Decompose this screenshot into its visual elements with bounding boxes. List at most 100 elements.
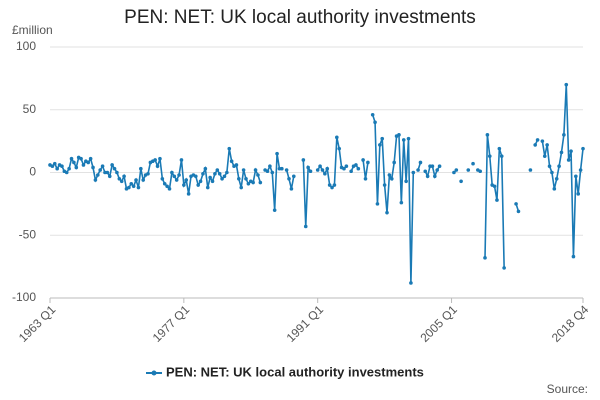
point: [356, 166, 361, 171]
point: [119, 179, 124, 184]
point: [239, 185, 244, 190]
legend-marker: [151, 370, 157, 376]
point: [389, 176, 394, 181]
x-tick-label: 2018 Q4: [549, 302, 592, 345]
y-axis-label: £million: [12, 23, 53, 37]
point: [430, 164, 435, 169]
point: [67, 166, 71, 171]
point: [201, 171, 205, 176]
point: [241, 168, 246, 172]
point: [366, 160, 370, 165]
point: [485, 133, 490, 137]
point: [50, 164, 55, 169]
point: [139, 166, 143, 171]
point: [533, 143, 537, 147]
point: [354, 163, 358, 167]
point: [576, 192, 581, 196]
point: [289, 187, 294, 191]
point: [397, 133, 401, 137]
point: [581, 146, 585, 151]
point: [72, 160, 76, 165]
point: [566, 158, 571, 162]
point: [363, 176, 368, 181]
point: [165, 184, 169, 189]
point: [64, 170, 69, 175]
x-tick-label: 1963 Q1: [16, 302, 59, 345]
point: [385, 210, 389, 215]
point: [409, 281, 413, 285]
point: [115, 170, 119, 175]
y-tick-label: 50: [23, 102, 37, 116]
point: [497, 146, 502, 151]
point: [540, 139, 545, 143]
point: [502, 266, 506, 270]
point: [335, 135, 339, 140]
point: [478, 169, 483, 174]
point: [325, 166, 330, 171]
point: [160, 176, 165, 181]
point: [545, 143, 549, 147]
point: [100, 164, 105, 169]
point: [578, 168, 583, 172]
x-tick-label: 1991 Q1: [284, 302, 327, 345]
point: [129, 181, 134, 186]
point: [253, 168, 258, 172]
point: [237, 176, 241, 181]
point: [136, 185, 141, 190]
point: [380, 136, 385, 141]
point: [562, 133, 566, 137]
point: [196, 183, 200, 187]
point: [320, 168, 325, 172]
point: [134, 178, 138, 182]
point: [301, 158, 306, 162]
point: [437, 164, 442, 169]
point: [291, 174, 296, 179]
point: [256, 173, 260, 177]
point: [131, 184, 136, 189]
point: [172, 174, 177, 179]
legend-label: PEN: NET: UK local authority investments: [166, 364, 424, 379]
point: [203, 166, 208, 171]
point: [552, 187, 557, 191]
x-tick-label: 2005 Q1: [417, 302, 460, 345]
point: [141, 178, 146, 182]
point: [454, 168, 459, 172]
point: [495, 198, 499, 202]
point: [208, 175, 212, 180]
point: [569, 149, 573, 153]
point: [177, 173, 181, 177]
point: [234, 163, 239, 167]
point: [571, 254, 576, 259]
point: [373, 120, 377, 125]
point: [487, 154, 492, 158]
point: [284, 168, 289, 172]
point: [344, 164, 349, 169]
point: [110, 163, 114, 167]
point: [251, 180, 255, 185]
point: [564, 82, 569, 87]
point: [272, 208, 277, 212]
point: [162, 181, 167, 186]
point: [516, 209, 521, 214]
point: [425, 174, 430, 179]
point: [287, 176, 291, 181]
point: [492, 184, 497, 189]
point: [514, 202, 518, 206]
point: [275, 151, 279, 156]
point: [382, 183, 387, 187]
point: [107, 174, 112, 179]
point: [306, 165, 310, 170]
point: [327, 183, 332, 187]
point: [122, 174, 126, 179]
point: [246, 181, 251, 186]
point: [217, 171, 222, 176]
source: Source:: [547, 382, 588, 396]
point: [198, 179, 203, 184]
point: [404, 179, 408, 184]
point: [349, 169, 353, 174]
point: [155, 164, 160, 169]
point: [418, 160, 423, 165]
point: [244, 176, 248, 181]
point: [423, 169, 428, 174]
point: [96, 173, 100, 177]
